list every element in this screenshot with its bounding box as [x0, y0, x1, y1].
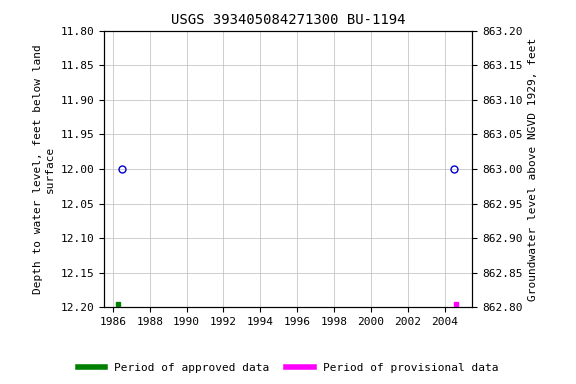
Title: USGS 393405084271300 BU-1194: USGS 393405084271300 BU-1194	[170, 13, 406, 27]
Y-axis label: Groundwater level above NGVD 1929, feet: Groundwater level above NGVD 1929, feet	[528, 37, 538, 301]
Legend: Period of approved data, Period of provisional data: Period of approved data, Period of provi…	[72, 357, 504, 379]
Y-axis label: Depth to water level, feet below land
surface: Depth to water level, feet below land su…	[33, 44, 55, 294]
